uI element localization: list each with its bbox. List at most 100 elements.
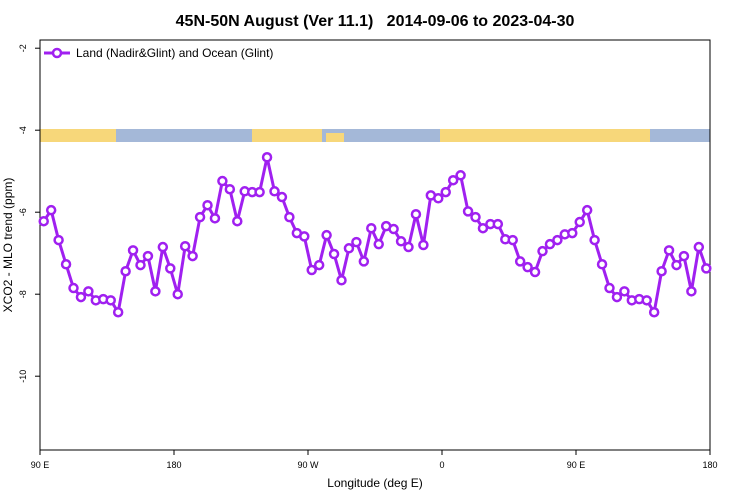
legend-marker [51,47,63,59]
data-point [403,241,414,253]
data-point [45,204,57,216]
plot-frame [39,39,711,451]
data-point [127,245,139,256]
data-point [433,193,444,204]
data-point [656,265,667,277]
land-band [252,129,322,142]
data-point [261,152,273,163]
data-point [648,306,660,318]
data-point [477,222,489,234]
x-tick-label: 90 W [297,460,319,470]
data-point [395,236,407,247]
data-point [574,216,585,228]
data-point [686,286,697,297]
data-point [663,245,675,256]
chart-title: 45N-50N August (Ver 11.1) 2014-09-06 to … [176,13,575,30]
data-point [567,227,578,239]
data-point [529,266,541,278]
data-point [142,250,154,262]
data-point [276,191,288,203]
data-point [284,211,295,223]
data-point [619,286,630,297]
data-point [217,175,228,187]
y-tick-label: -6 [18,208,28,216]
data-point [470,211,481,223]
data-point [492,218,504,230]
x-tick-label: 180 [166,460,181,470]
data-point [410,209,422,220]
data-point [611,291,623,303]
data-point [224,183,236,195]
data-point [157,241,169,253]
data-point [179,240,191,252]
data-point [112,306,124,318]
data-point [38,215,49,227]
data-point [83,286,94,297]
data-point [194,211,206,223]
y-axis-label: XCO2 - MLO trend (ppm) [1,178,15,313]
data-point [514,256,526,267]
data-point [418,239,429,251]
data-point [187,250,198,262]
data-point [202,199,213,211]
x-tick-label: 180 [702,460,717,470]
data-point [75,291,87,303]
data-point [537,245,548,257]
data-point [232,215,243,227]
data-point [462,206,474,217]
data-point [641,295,652,306]
data-point [388,223,399,235]
data-point [336,275,347,286]
land-band [40,129,116,142]
data-point [507,234,518,246]
x-axis-label: Longitude (deg E) [327,476,422,490]
data-point [53,234,64,246]
data-point [678,250,690,262]
legend: Land (Nadir&Glint) and Ocean (Glint) [44,46,273,60]
y-tick-label: -8 [18,290,28,298]
data-point [671,259,682,271]
map-strip [40,129,710,142]
data-point [358,256,370,267]
data-point [701,263,712,274]
data-point [552,234,563,246]
data-point [366,222,377,234]
data-point [604,282,615,294]
y-tick-label: -2 [18,44,28,52]
x-tick-label: 0 [439,460,444,470]
data-point [693,241,705,253]
data-point [269,186,280,197]
data-point [351,236,362,248]
data-point [135,259,146,271]
data-point [120,265,131,277]
y-tick-label: -10 [18,370,28,383]
data-point [150,286,161,297]
data-point [299,231,310,242]
data-point [68,282,79,294]
data-point [343,243,355,254]
y-tick-label: -4 [18,126,28,134]
data-point [172,288,183,300]
x-tick-label: 90 E [31,460,50,470]
data-point [328,248,340,260]
data-point [589,234,600,246]
data-point [306,264,317,276]
legend-label: Land (Nadir&Glint) and Ocean (Glint) [76,46,273,60]
land-band [326,133,344,142]
data-point [165,263,176,274]
data-point [544,238,556,250]
data-point [522,261,533,273]
data-point [373,238,384,250]
data-point [455,170,466,181]
data-point [105,295,116,306]
data-point [447,174,459,186]
data-point [209,213,221,224]
data-point [596,259,608,270]
land-band [440,129,650,142]
data-point [440,186,451,198]
data-point [254,186,265,198]
data-point [321,229,332,241]
x-tick-label: 90 E [567,460,586,470]
data-point [581,204,593,216]
